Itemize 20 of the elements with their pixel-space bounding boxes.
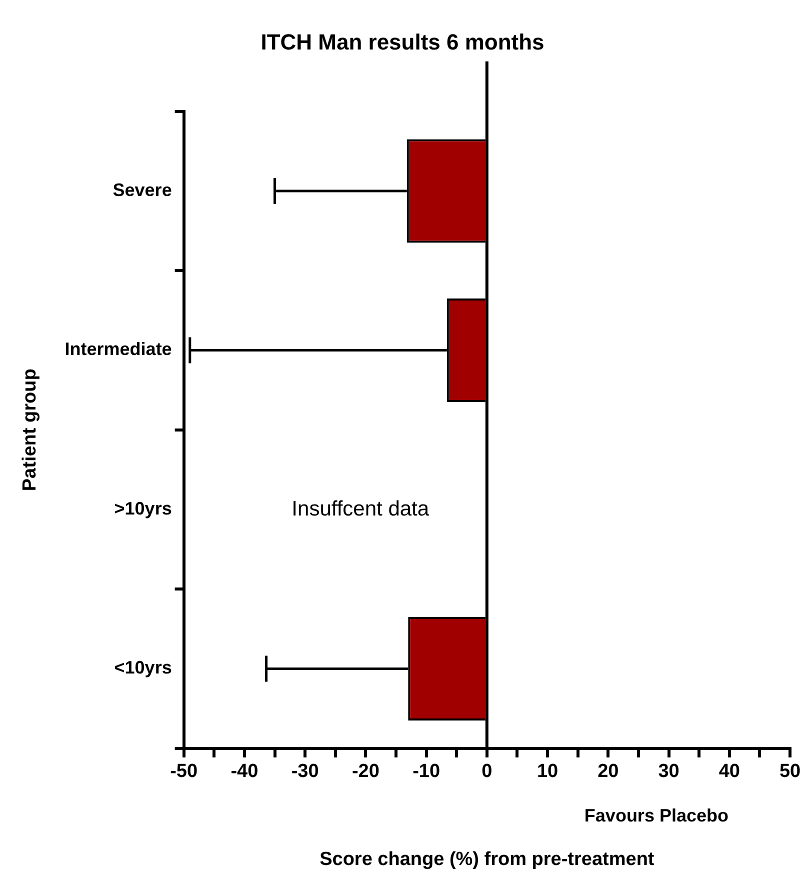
x-tick-label: 10 — [536, 761, 558, 782]
text: Favours Placebo — [584, 805, 728, 826]
x-tick-label: 20 — [598, 761, 619, 782]
x-tick-label: -50 — [170, 761, 198, 782]
x-tick-label: -20 — [352, 761, 380, 782]
y-tick-label: <10yrs — [114, 658, 172, 678]
x-tick-label: 0 — [482, 761, 492, 782]
chart-title: ITCH Man results 6 months — [260, 29, 544, 54]
x-tick-label: 50 — [779, 761, 801, 782]
x-tick-label: 30 — [658, 761, 680, 782]
y-tick-label: Intermediate — [64, 339, 172, 360]
annotation: Insuffcent data — [292, 497, 430, 520]
y-axis-title: Patient group — [20, 368, 41, 492]
x-tick-label: 40 — [718, 761, 740, 782]
x-tick-label: -40 — [230, 761, 258, 782]
x-tick-label: -30 — [291, 761, 319, 782]
x-tick-label: -10 — [412, 761, 440, 782]
y-tick-label: >10yrs — [114, 498, 172, 518]
y-tick-label: Severe — [112, 180, 172, 200]
x-axis-title: Score change (%) from pre-treatment — [320, 848, 655, 870]
